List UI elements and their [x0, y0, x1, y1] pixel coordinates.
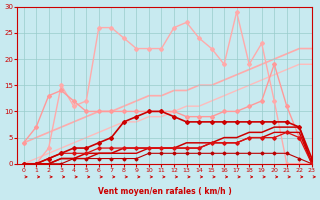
X-axis label: Vent moyen/en rafales ( km/h ): Vent moyen/en rafales ( km/h ): [98, 187, 231, 196]
